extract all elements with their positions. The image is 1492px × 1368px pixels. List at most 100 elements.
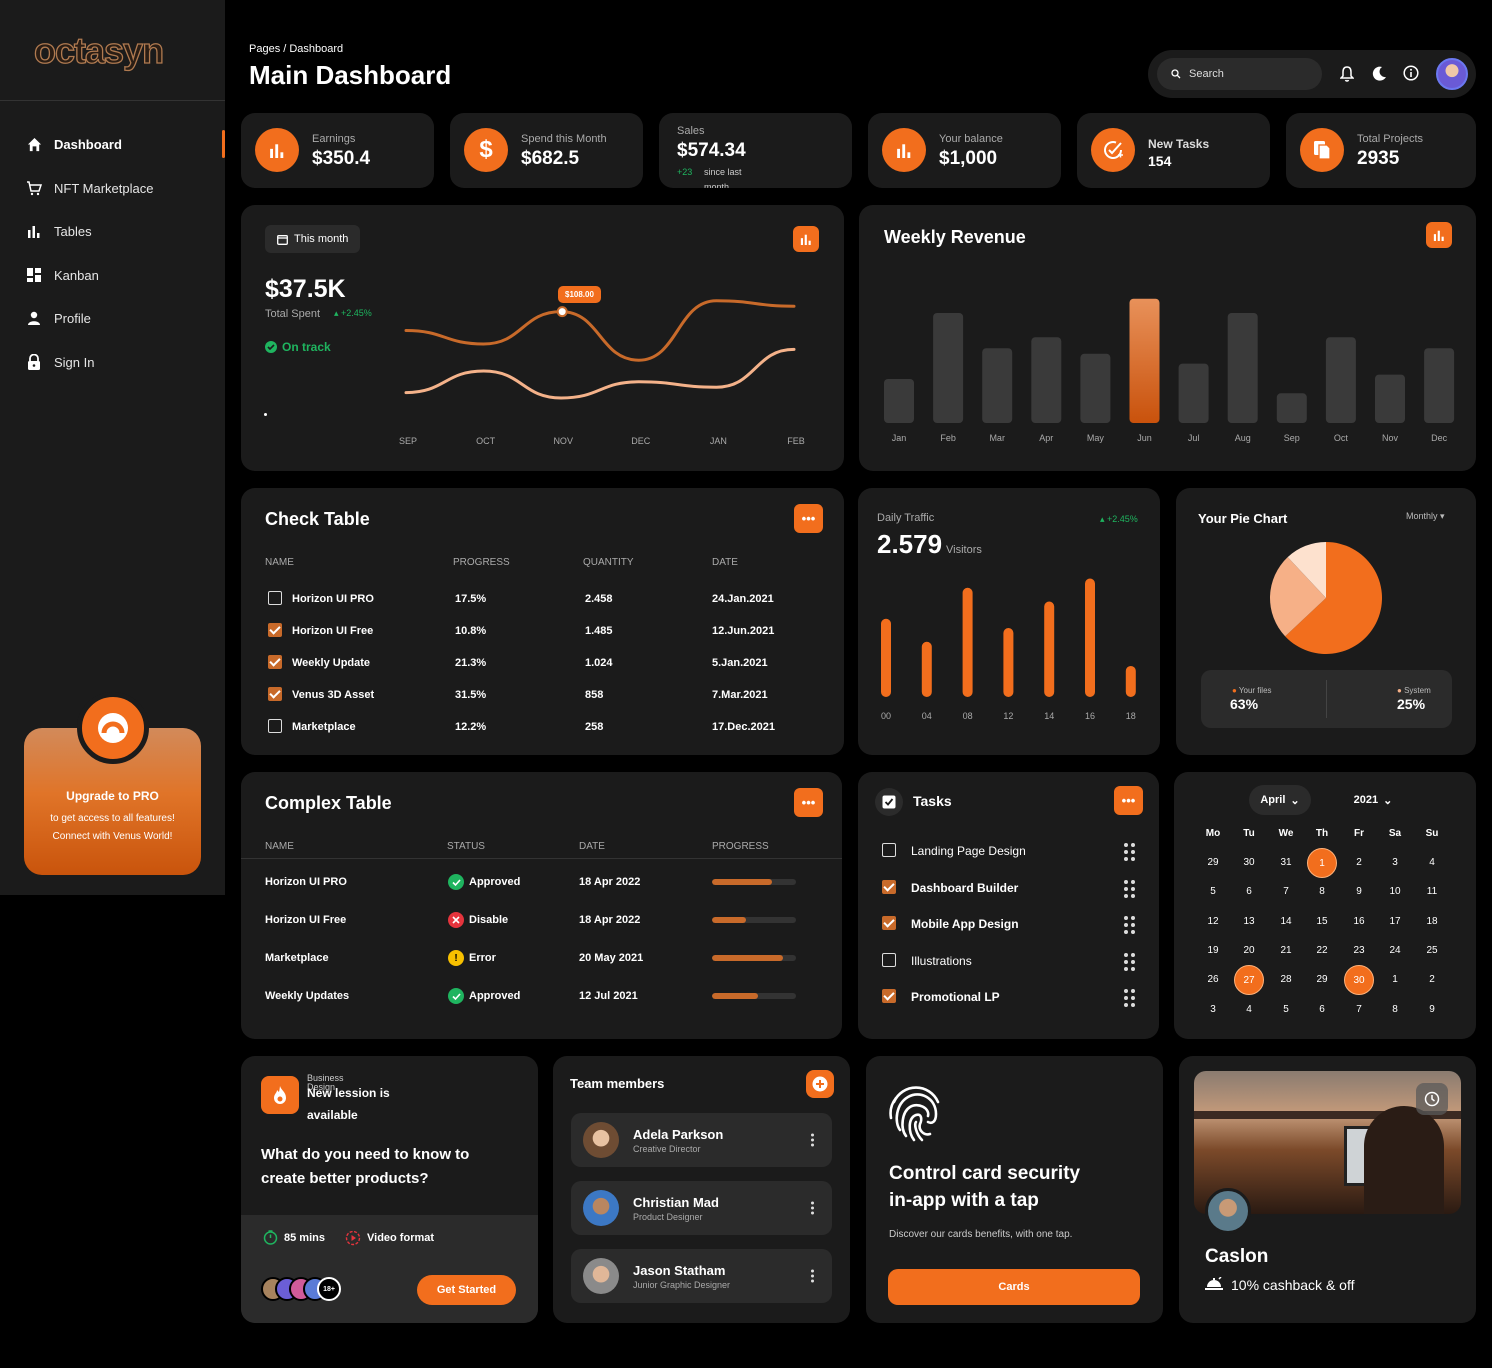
- calendar-day[interactable]: 16: [1353, 915, 1365, 927]
- bar[interactable]: [1125, 665, 1136, 697]
- calendar-day[interactable]: 22: [1316, 944, 1328, 956]
- calendar-day[interactable]: 28: [1280, 974, 1292, 986]
- checkbox[interactable]: [268, 591, 282, 605]
- drag-handle-icon[interactable]: [1124, 843, 1135, 861]
- bar[interactable]: [1129, 298, 1160, 423]
- sidebar-item-nft-marketplace[interactable]: NFT Marketplace: [26, 180, 153, 196]
- calendar-day[interactable]: 1: [1307, 848, 1337, 878]
- calendar-day[interactable]: 7: [1356, 1003, 1362, 1015]
- calendar-day[interactable]: 20: [1243, 944, 1255, 956]
- column-header[interactable]: PROGRESS: [453, 557, 510, 568]
- bar[interactable]: [1325, 337, 1356, 423]
- period-dropdown[interactable]: Monthly ▾: [1406, 511, 1445, 521]
- calendar-day[interactable]: 27: [1234, 965, 1264, 996]
- checkbox[interactable]: [268, 687, 282, 701]
- task-checkbox[interactable]: [882, 843, 896, 857]
- calendar-day[interactable]: 19: [1207, 944, 1219, 956]
- bar[interactable]: [1276, 393, 1307, 423]
- more-options-button[interactable]: •••: [794, 788, 823, 817]
- kebab-menu-icon[interactable]: [811, 1269, 814, 1283]
- calendar-day[interactable]: 31: [1280, 857, 1292, 868]
- column-header[interactable]: NAME: [265, 557, 294, 568]
- task-checkbox[interactable]: [882, 952, 896, 967]
- bar[interactable]: [1080, 353, 1111, 423]
- task-checkbox[interactable]: [882, 916, 896, 930]
- team-member[interactable]: Jason Statham Junior Graphic Designer: [571, 1249, 832, 1303]
- calendar-day[interactable]: 29: [1316, 974, 1328, 986]
- checkbox[interactable]: [268, 623, 282, 637]
- task-checkbox[interactable]: [882, 989, 896, 1003]
- calendar-day[interactable]: 8: [1319, 886, 1325, 898]
- drag-handle-icon[interactable]: [1124, 989, 1135, 1007]
- bar[interactable]: [1003, 628, 1014, 697]
- checkbox[interactable]: [268, 719, 282, 733]
- calendar-day[interactable]: 7: [1283, 886, 1289, 898]
- year-selector[interactable]: 2021 ⌄: [1353, 794, 1393, 807]
- month-selector[interactable]: April ⌄: [1249, 785, 1311, 815]
- calendar-day[interactable]: 30: [1344, 965, 1374, 996]
- column-header[interactable]: QUANTITY: [583, 557, 634, 568]
- calendar-day[interactable]: 18: [1426, 915, 1438, 927]
- bar[interactable]: [1031, 337, 1062, 423]
- task-item[interactable]: Illustrations: [858, 952, 1159, 972]
- info-icon[interactable]: [1403, 65, 1419, 81]
- avatar[interactable]: [1436, 58, 1468, 90]
- bar[interactable]: [1044, 601, 1055, 697]
- drag-handle-icon[interactable]: [1124, 952, 1135, 971]
- add-member-button[interactable]: [806, 1070, 834, 1098]
- chart-options-button[interactable]: [793, 226, 819, 252]
- calendar-day[interactable]: 5: [1283, 1003, 1289, 1015]
- chart-options-button[interactable]: [1426, 222, 1452, 248]
- pie-slice[interactable]: [1270, 557, 1326, 637]
- sidebar-item-profile[interactable]: Profile: [26, 310, 91, 326]
- pie-slice[interactable]: [1287, 542, 1326, 598]
- kebab-menu-icon[interactable]: [811, 1133, 814, 1147]
- more-options-button[interactable]: •••: [1114, 786, 1143, 815]
- moon-icon[interactable]: [1372, 66, 1387, 81]
- search-input[interactable]: Search: [1157, 58, 1322, 90]
- calendar-day[interactable]: 6: [1246, 886, 1252, 898]
- cards-button[interactable]: Cards: [888, 1269, 1140, 1305]
- drag-handle-icon[interactable]: [1124, 916, 1135, 934]
- calendar-day[interactable]: 4: [1246, 1003, 1252, 1015]
- bar[interactable]: [962, 587, 973, 697]
- pie-slice[interactable]: [1285, 542, 1382, 654]
- breadcrumb[interactable]: Pages / Dashboard: [249, 43, 344, 55]
- calendar-day[interactable]: 14: [1280, 915, 1292, 927]
- task-item[interactable]: Dashboard Builder: [858, 879, 1159, 899]
- bar[interactable]: [1178, 363, 1209, 423]
- brand-logo[interactable]: octasyn: [33, 29, 164, 71]
- clock-icon[interactable]: [1416, 1083, 1448, 1115]
- calendar-day[interactable]: 2: [1356, 857, 1362, 868]
- bar[interactable]: [982, 348, 1013, 423]
- highlight-point[interactable]: [556, 306, 568, 318]
- calendar-day[interactable]: 1: [1392, 974, 1398, 986]
- bar[interactable]: [881, 618, 891, 697]
- bar[interactable]: [1227, 313, 1258, 423]
- sidebar-item-sign-in[interactable]: Sign In: [26, 354, 94, 370]
- task-item[interactable]: Promotional LP: [858, 988, 1159, 1008]
- calendar-day[interactable]: 13: [1243, 915, 1255, 927]
- calendar-day[interactable]: 3: [1392, 857, 1398, 868]
- calendar-day[interactable]: 9: [1429, 1003, 1435, 1015]
- calendar-day[interactable]: 24: [1389, 944, 1401, 956]
- bar[interactable]: [884, 379, 914, 423]
- calendar-day[interactable]: 3: [1210, 1003, 1216, 1015]
- calendar-day[interactable]: 8: [1392, 1003, 1398, 1015]
- kebab-menu-icon[interactable]: [811, 1201, 814, 1215]
- team-member[interactable]: Adela Parkson Creative Director: [571, 1113, 832, 1167]
- calendar-day[interactable]: 6: [1319, 1003, 1325, 1015]
- column-header[interactable]: STATUS: [447, 841, 485, 852]
- drag-handle-icon[interactable]: [1124, 879, 1135, 898]
- task-item[interactable]: Mobile App Design: [858, 915, 1159, 935]
- bar[interactable]: [1085, 578, 1095, 697]
- calendar-day[interactable]: 4: [1429, 857, 1435, 868]
- column-header[interactable]: PROGRESS: [712, 841, 769, 852]
- calendar-day[interactable]: 12: [1207, 915, 1219, 927]
- calendar-day[interactable]: 2: [1429, 974, 1435, 986]
- calendar-day[interactable]: 25: [1426, 944, 1438, 956]
- team-member[interactable]: Christian Mad Product Designer: [571, 1181, 832, 1235]
- task-item[interactable]: Landing Page Design: [858, 842, 1159, 862]
- sidebar-item-tables[interactable]: Tables: [26, 223, 92, 239]
- bar[interactable]: [921, 641, 932, 697]
